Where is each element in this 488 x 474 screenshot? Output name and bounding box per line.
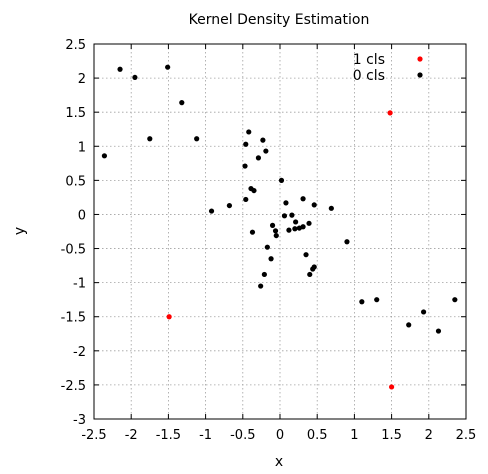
grid <box>94 44 466 419</box>
data-point <box>260 137 266 143</box>
data-point <box>263 148 269 154</box>
x-tick-label: 1.5 <box>381 428 402 443</box>
data-point <box>306 220 312 226</box>
data-point <box>268 256 274 262</box>
legend-label: 1 cls <box>353 52 385 68</box>
data-point <box>255 155 262 161</box>
data-point <box>258 283 264 289</box>
chart-title: Kernel Density Estimation <box>189 12 370 28</box>
data-point <box>374 297 380 303</box>
data-point <box>269 222 276 228</box>
data-point <box>179 100 185 106</box>
data-point <box>273 232 279 239</box>
legend-label: 0 cls <box>353 68 385 84</box>
y-tick-label: -2 <box>73 345 86 360</box>
y-tick-label: -3 <box>73 413 86 428</box>
axis-ticks: -2.5 -2 -1.5 -1 -0.5 0 0.5 1 1.5 2 2.5-3-2.5-2-1.5… <box>61 38 477 443</box>
y-tick-label: 1 <box>78 140 86 155</box>
x-tick-label: 1 <box>350 428 358 443</box>
data-point <box>289 212 295 218</box>
data-point <box>310 266 316 272</box>
data-point <box>208 208 215 214</box>
y-tick-label: 0 <box>78 208 86 223</box>
x-tick-label: -1.5 <box>156 428 181 443</box>
data-point <box>389 384 395 390</box>
data-point <box>328 205 334 211</box>
data-point <box>435 328 442 334</box>
data-point <box>132 74 138 81</box>
data-point <box>242 163 248 169</box>
data-point <box>264 244 270 250</box>
data-point <box>226 202 233 209</box>
data-point <box>303 252 309 258</box>
data-point <box>101 153 108 159</box>
x-tick-label: -1 <box>199 428 212 443</box>
x-tick-label: -0.5 <box>230 428 255 443</box>
x-axis-label: x <box>275 454 283 470</box>
data-point <box>278 177 285 183</box>
data-point <box>359 299 365 305</box>
data-point <box>251 187 257 194</box>
x-tick-label: 0 <box>276 428 284 443</box>
data-point <box>261 271 267 278</box>
data-point <box>249 229 256 235</box>
data-point <box>194 136 200 142</box>
data-point <box>147 136 153 142</box>
data-point <box>117 66 123 72</box>
data-point <box>243 141 249 147</box>
x-tick-label: 2 <box>425 428 433 443</box>
data-point <box>300 224 306 230</box>
data-point <box>406 322 412 328</box>
data-point <box>281 213 288 219</box>
data-point <box>283 200 289 206</box>
y-tick-label: -2.5 <box>61 379 86 394</box>
data-point <box>344 239 350 245</box>
y-tick-label: -0.5 <box>61 243 86 258</box>
y-axis-label: y <box>12 227 28 235</box>
data-point <box>286 227 292 233</box>
data-point <box>311 202 317 208</box>
data-point <box>452 297 458 303</box>
data-point <box>300 196 306 202</box>
y-tick-label: 1.5 <box>65 106 86 121</box>
data-point <box>243 196 249 203</box>
y-tick-label: 0.5 <box>65 174 86 189</box>
data-point <box>420 309 427 315</box>
data-point <box>165 64 171 70</box>
data-point <box>166 314 172 320</box>
x-tick-label: 2.5 <box>456 428 477 443</box>
legend-marker <box>417 72 423 78</box>
y-tick-label: -1 <box>73 277 86 292</box>
data-point <box>307 271 313 278</box>
x-tick-label: 0.5 <box>307 428 328 443</box>
legend-marker <box>417 56 423 62</box>
data-point <box>387 110 393 116</box>
x-tick-label: -2.5 <box>81 428 106 443</box>
data-point <box>246 129 252 135</box>
data-points <box>101 64 458 390</box>
data-point <box>292 226 298 232</box>
data-point <box>293 219 299 225</box>
y-tick-label: 2 <box>78 72 86 87</box>
y-tick-label: -1.5 <box>61 311 86 326</box>
data-point <box>272 228 279 234</box>
y-tick-label: 2.5 <box>65 38 86 53</box>
x-tick-label: -2 <box>125 428 138 443</box>
